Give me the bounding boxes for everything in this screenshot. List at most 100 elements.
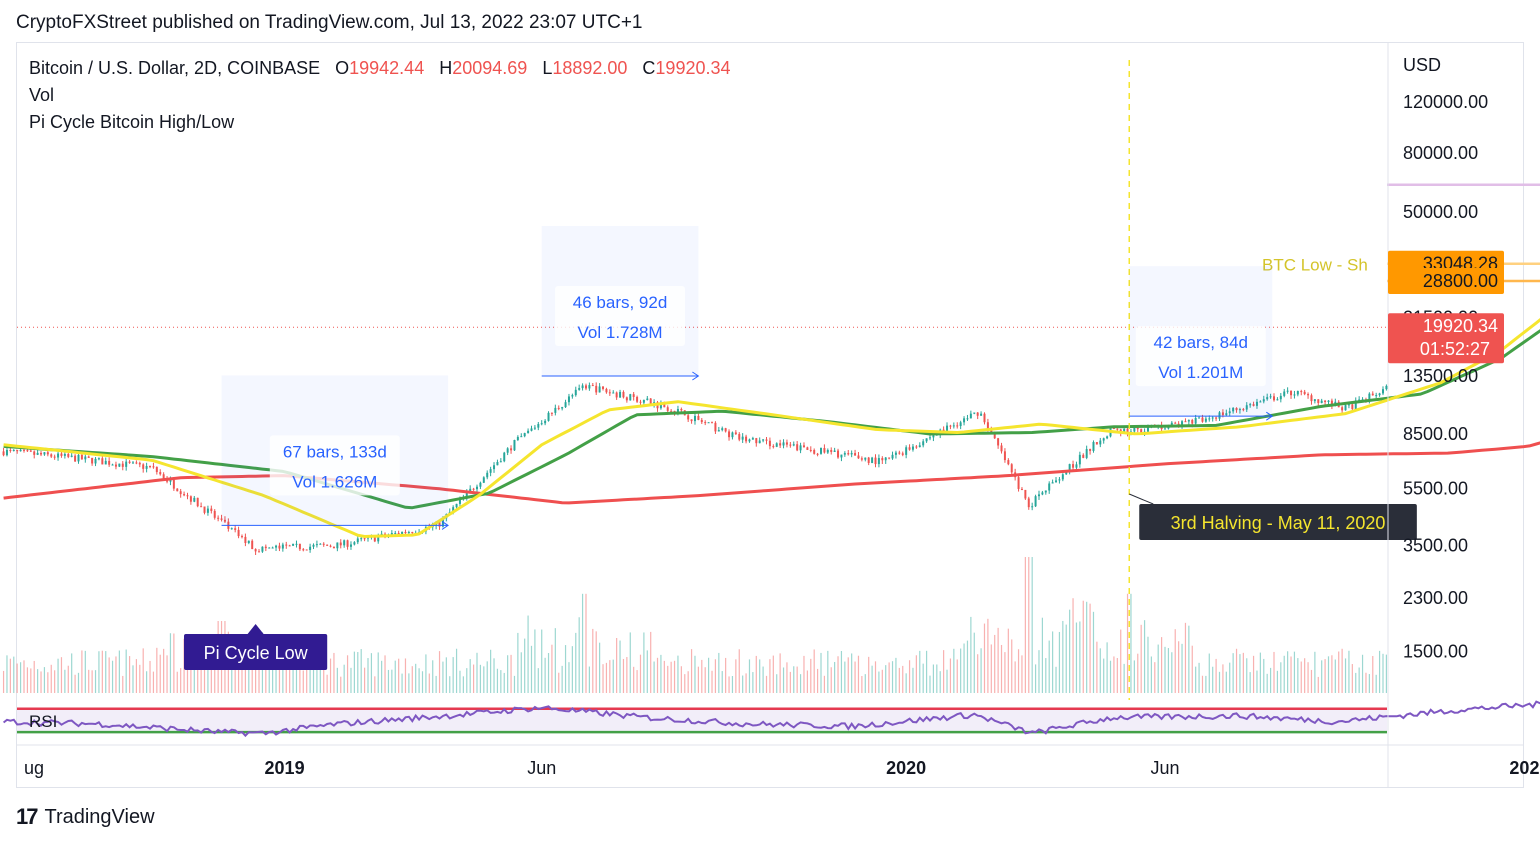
volume-bar — [564, 645, 567, 693]
candle-body — [401, 531, 404, 535]
volume-bar — [1229, 662, 1231, 693]
volume-bar — [977, 654, 979, 693]
halving-label[interactable]: 3rd Halving - May 11, 2020 — [1171, 513, 1386, 533]
volume-bar — [13, 656, 15, 693]
candle-body — [149, 466, 152, 468]
candle-body — [87, 456, 90, 458]
legend-indicator[interactable]: Pi Cycle Bitcoin High/Low — [29, 112, 235, 132]
candle-body — [608, 392, 611, 394]
measure-arrow-0 — [441, 521, 449, 530]
volume-bar — [1266, 673, 1268, 693]
candle-body — [1170, 422, 1173, 426]
volume-bar — [449, 676, 451, 693]
volume-bar — [1041, 617, 1043, 693]
volume-bar — [30, 668, 32, 693]
candle-body — [1286, 390, 1289, 392]
volume-bar — [323, 665, 325, 693]
tradingview-logo[interactable]: 17 TradingView — [16, 804, 155, 830]
volume-bar — [745, 673, 747, 693]
candle-body — [1351, 404, 1354, 410]
volume-bar — [404, 658, 407, 693]
candle-body — [1221, 412, 1224, 416]
candle-body — [458, 499, 461, 504]
volume-bar — [735, 659, 737, 693]
candle-body — [915, 446, 918, 448]
volume-bar — [33, 660, 35, 693]
candle-body — [234, 528, 237, 530]
volume-bar — [71, 653, 73, 693]
candle-body — [690, 419, 693, 422]
candle-body — [322, 543, 325, 545]
volume-bar — [343, 664, 345, 693]
volume-bar — [861, 676, 863, 693]
volume-bar — [602, 664, 604, 693]
volume-bar — [149, 660, 151, 693]
y-tick-label: 3500.00 — [1403, 535, 1468, 555]
candle-body — [128, 461, 131, 463]
volume-bar — [1304, 658, 1306, 693]
volume-bar — [680, 666, 682, 693]
chart-frame[interactable] — [16, 42, 1524, 788]
legend-vol[interactable]: Vol — [29, 85, 55, 105]
volume-bar — [1096, 641, 1098, 693]
candle-body — [1020, 488, 1023, 490]
volume-bar — [871, 665, 873, 693]
btc-low-label[interactable]: BTC Low - Sh — [1262, 256, 1368, 275]
candle-body — [339, 542, 342, 546]
volume-bar — [312, 649, 315, 693]
candle-body — [1303, 391, 1306, 395]
candle-body — [1010, 464, 1013, 473]
legend-symbol: Bitcoin / U.S. Dollar, 2D, COINBASE — [29, 58, 321, 78]
candle-body — [472, 488, 475, 490]
volume-bar — [1164, 646, 1166, 693]
volume-bar — [1300, 661, 1302, 693]
tradingview-logo-icon: 17 — [16, 804, 39, 829]
volume-bar — [459, 670, 461, 693]
volume-bar — [37, 669, 39, 693]
candle-body — [738, 434, 741, 440]
candle-body — [264, 546, 267, 549]
volume-bar — [278, 651, 281, 693]
candle-body — [183, 494, 186, 496]
candle-body — [765, 439, 768, 441]
candle-body — [1204, 418, 1207, 422]
candle-body — [1140, 429, 1143, 433]
volume-bar — [1031, 557, 1033, 693]
candle-body — [363, 538, 366, 540]
candle-body — [240, 536, 243, 538]
pi-low-2018-label[interactable]: Pi Cycle Low — [204, 643, 309, 663]
candle-body — [779, 443, 782, 446]
candle-body — [687, 415, 690, 420]
volume-bar — [1123, 663, 1125, 693]
volume-bar — [445, 657, 447, 693]
volume-bar — [483, 666, 485, 693]
candle-body — [850, 453, 853, 455]
volume-bar — [408, 673, 410, 693]
candle-body — [1164, 428, 1167, 430]
candle-body — [1385, 385, 1388, 390]
currency-label: USD — [1403, 55, 1441, 75]
volume-bar — [1218, 671, 1221, 693]
volume-bar — [953, 648, 955, 693]
candle-body — [353, 542, 356, 545]
volume-bar — [357, 652, 359, 693]
candle-body — [302, 549, 305, 551]
volume-bar — [1361, 654, 1364, 693]
candle-body — [499, 461, 502, 463]
volume-bar — [1365, 672, 1367, 693]
volume-bar — [60, 657, 63, 693]
candle-body — [1201, 417, 1204, 422]
candle-body — [530, 428, 533, 431]
candle-body — [1347, 404, 1350, 406]
volume-bar — [690, 649, 693, 693]
volume-bar — [1201, 675, 1204, 693]
volume-bar — [915, 655, 917, 693]
volume-bar — [1310, 669, 1313, 693]
volume-bar — [663, 660, 665, 693]
volume-bar — [466, 668, 468, 693]
candle-body — [854, 453, 857, 456]
volume-bar — [1099, 648, 1101, 693]
candle-body — [789, 444, 792, 446]
candle-body — [537, 424, 540, 428]
